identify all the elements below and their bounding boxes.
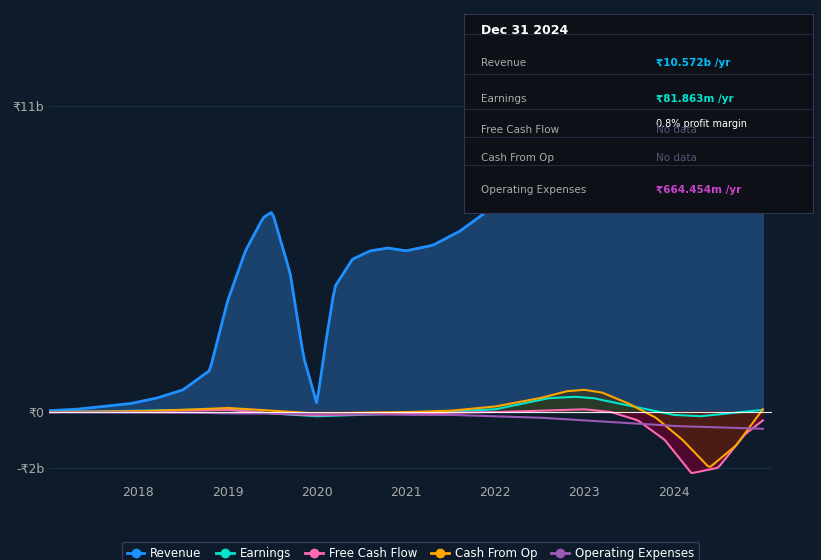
Text: 0.8% profit margin: 0.8% profit margin: [656, 119, 747, 129]
Text: ₹10.572b /yr: ₹10.572b /yr: [656, 58, 730, 68]
Text: Earnings: Earnings: [481, 94, 527, 104]
Text: No data: No data: [656, 125, 697, 136]
Text: ₹664.454m /yr: ₹664.454m /yr: [656, 185, 741, 195]
Text: ₹81.863m /yr: ₹81.863m /yr: [656, 94, 733, 104]
Text: Revenue: Revenue: [481, 58, 526, 68]
Legend: Revenue, Earnings, Free Cash Flow, Cash From Op, Operating Expenses: Revenue, Earnings, Free Cash Flow, Cash …: [122, 542, 699, 560]
Text: Free Cash Flow: Free Cash Flow: [481, 125, 559, 136]
Text: Cash From Op: Cash From Op: [481, 153, 554, 163]
Text: Dec 31 2024: Dec 31 2024: [481, 24, 569, 37]
Text: No data: No data: [656, 153, 697, 163]
Text: Operating Expenses: Operating Expenses: [481, 185, 586, 195]
